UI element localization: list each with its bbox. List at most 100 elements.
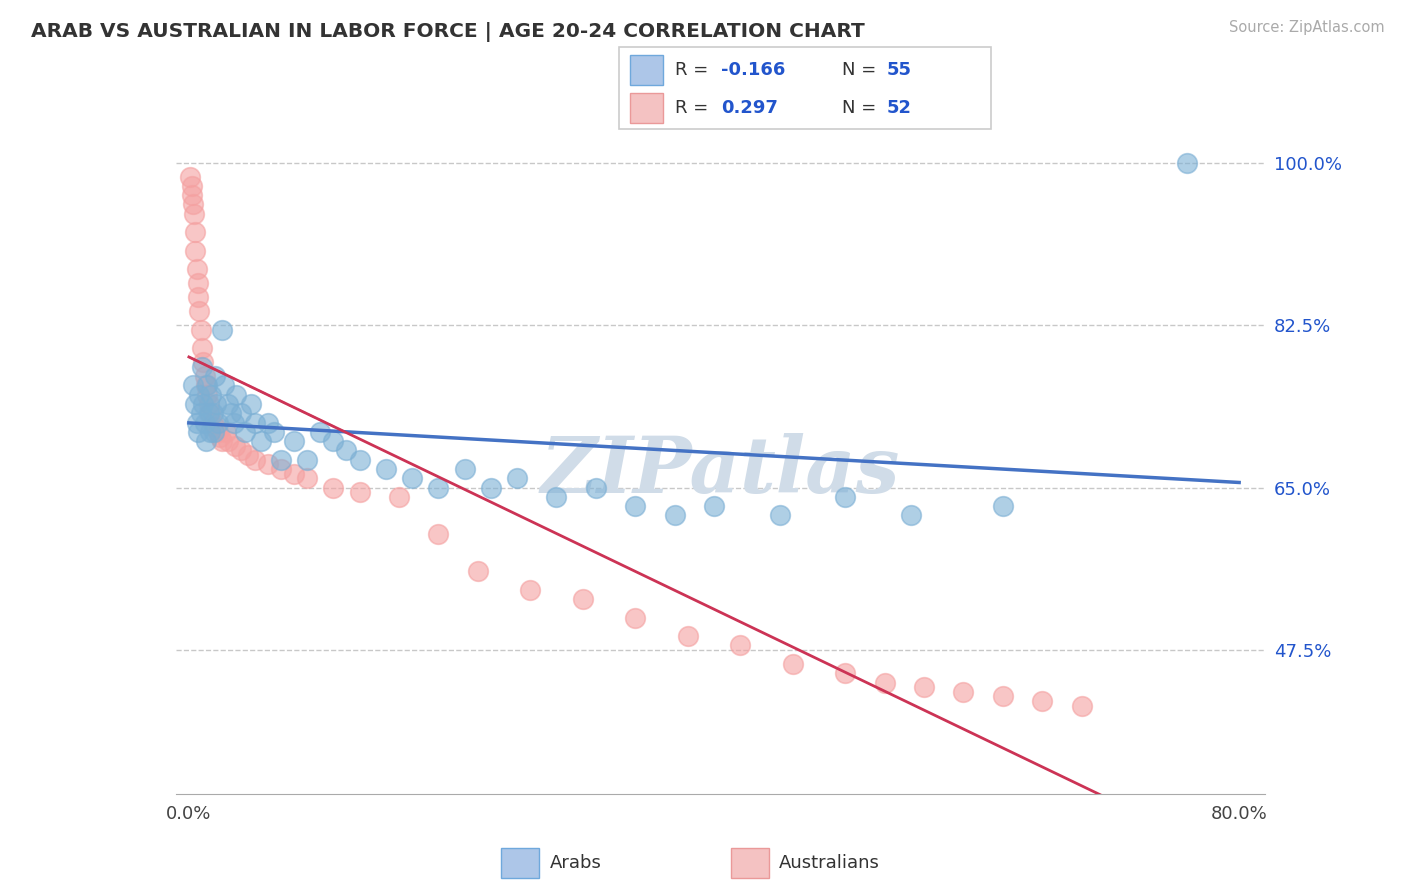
Point <box>991 690 1014 704</box>
Point <box>224 439 246 453</box>
Point <box>194 369 217 384</box>
Point <box>322 481 344 495</box>
Point <box>195 388 218 402</box>
Point <box>256 458 278 472</box>
Point <box>194 378 217 392</box>
Point <box>270 452 292 467</box>
Bar <box>502 847 538 878</box>
Point <box>834 666 856 681</box>
Point <box>349 485 371 500</box>
Point <box>585 481 607 495</box>
Point <box>207 416 229 430</box>
Text: -0.166: -0.166 <box>721 62 786 79</box>
Point <box>188 304 211 318</box>
Point <box>256 416 278 430</box>
Point <box>991 499 1014 513</box>
Bar <box>630 55 664 85</box>
Text: 52: 52 <box>887 99 912 117</box>
Bar <box>731 847 769 878</box>
Point <box>664 508 686 523</box>
Point <box>187 277 209 291</box>
Point <box>250 434 273 449</box>
Point <box>214 378 236 392</box>
Point <box>193 355 215 369</box>
Point <box>236 448 259 462</box>
Point <box>1070 698 1092 713</box>
Text: Australians: Australians <box>779 854 880 871</box>
Point <box>204 420 226 434</box>
Point <box>183 207 205 221</box>
Point <box>349 452 371 467</box>
Bar <box>630 94 664 123</box>
Text: ARAB VS AUSTRALIAN IN LABOR FORCE | AGE 20-24 CORRELATION CHART: ARAB VS AUSTRALIAN IN LABOR FORCE | AGE … <box>31 22 865 42</box>
Point <box>193 397 215 411</box>
Point <box>191 342 214 356</box>
Point <box>519 582 541 597</box>
Point <box>195 378 218 392</box>
Point <box>243 416 266 430</box>
Point <box>217 434 239 449</box>
Point <box>222 416 245 430</box>
Text: Source: ZipAtlas.com: Source: ZipAtlas.com <box>1229 20 1385 35</box>
Point <box>243 452 266 467</box>
Point <box>194 416 217 430</box>
Point <box>181 378 204 392</box>
Point <box>730 639 752 653</box>
Point <box>201 406 224 420</box>
Point <box>197 397 219 411</box>
Point <box>205 397 228 411</box>
Point <box>191 359 214 374</box>
Point <box>283 467 305 481</box>
Text: N =: N = <box>842 62 876 79</box>
Point <box>335 443 357 458</box>
Point <box>187 425 209 439</box>
Point <box>479 481 502 495</box>
Point <box>197 406 219 420</box>
Point <box>180 178 202 193</box>
Point <box>207 425 229 439</box>
Point <box>546 490 568 504</box>
Point <box>374 462 396 476</box>
Point <box>467 564 489 578</box>
Point <box>204 369 226 384</box>
Point <box>198 425 221 439</box>
Point <box>309 425 332 439</box>
Point <box>624 499 647 513</box>
Point <box>676 629 699 643</box>
Point <box>1031 694 1053 708</box>
Point <box>180 188 202 202</box>
Text: 55: 55 <box>887 62 912 79</box>
Point <box>295 452 318 467</box>
Point <box>873 675 896 690</box>
Point <box>219 406 242 420</box>
Point <box>1175 155 1198 169</box>
Point <box>202 425 225 439</box>
Point <box>194 434 217 449</box>
Text: Arabs: Arabs <box>550 854 602 871</box>
Point <box>453 462 475 476</box>
Point <box>231 406 253 420</box>
Point <box>225 388 247 402</box>
Point <box>187 290 209 304</box>
Text: R =: R = <box>675 62 707 79</box>
Point <box>198 406 221 420</box>
Point <box>239 397 262 411</box>
Point <box>179 169 201 184</box>
Point <box>211 323 233 337</box>
Point <box>211 434 233 449</box>
Text: R =: R = <box>675 99 707 117</box>
Point <box>231 443 253 458</box>
Point <box>263 425 285 439</box>
Point <box>782 657 804 671</box>
Point <box>200 388 222 402</box>
Point <box>181 197 204 211</box>
Point <box>912 680 935 694</box>
Point <box>322 434 344 449</box>
Point <box>295 471 318 485</box>
Point <box>900 508 922 523</box>
Text: ZIPatlas: ZIPatlas <box>541 433 900 509</box>
FancyBboxPatch shape <box>619 47 991 129</box>
Point <box>190 323 212 337</box>
Point <box>201 416 224 430</box>
Point <box>283 434 305 449</box>
